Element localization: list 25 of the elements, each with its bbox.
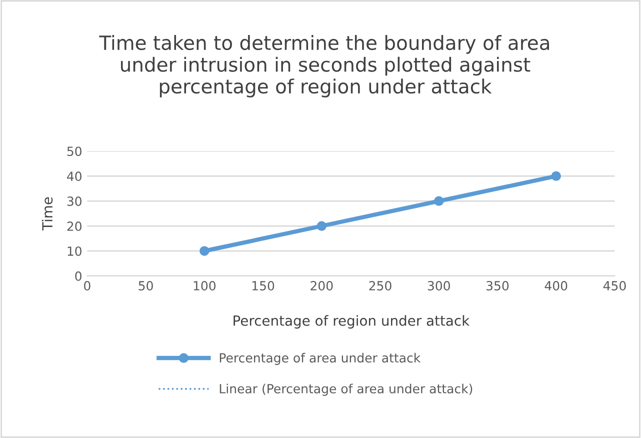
x-axis-title: Percentage of region under attack <box>234 315 470 329</box>
y-tick-label: 30 <box>67 196 82 206</box>
x-tick-label: 350 <box>486 281 509 290</box>
point <box>434 196 444 206</box>
y-axis-title: Time <box>42 197 53 231</box>
x-tick-label: 400 <box>544 281 568 290</box>
y-tick-label: 20 <box>67 221 82 231</box>
y-tick-label: 0 <box>75 271 82 281</box>
x-tick-label: 250 <box>369 281 392 290</box>
point <box>200 246 210 256</box>
x-tick-label: 300 <box>428 281 450 290</box>
x-tick-label: 450 <box>603 281 626 290</box>
chart-title: Time taken to determine the boundary of area under intrusion in seconds plotted against percentage of region under attack <box>99 35 550 98</box>
point <box>551 171 561 181</box>
x-tick-label: 50 <box>138 281 153 290</box>
x-tick-label: 0 <box>84 281 90 290</box>
legend-label: Linear (Percentage of area under attack) <box>220 384 472 396</box>
y-tick-label: 40 <box>67 172 82 182</box>
legend-label: Percentage of area under attack <box>220 352 421 365</box>
x-tick-label: 150 <box>252 281 274 290</box>
y-tick-label: 50 <box>67 146 82 156</box>
x-tick-label: 200 <box>310 281 333 290</box>
x-tick-label: 100 <box>194 281 216 290</box>
y-tick-label: 10 <box>68 246 82 256</box>
point <box>316 221 326 231</box>
